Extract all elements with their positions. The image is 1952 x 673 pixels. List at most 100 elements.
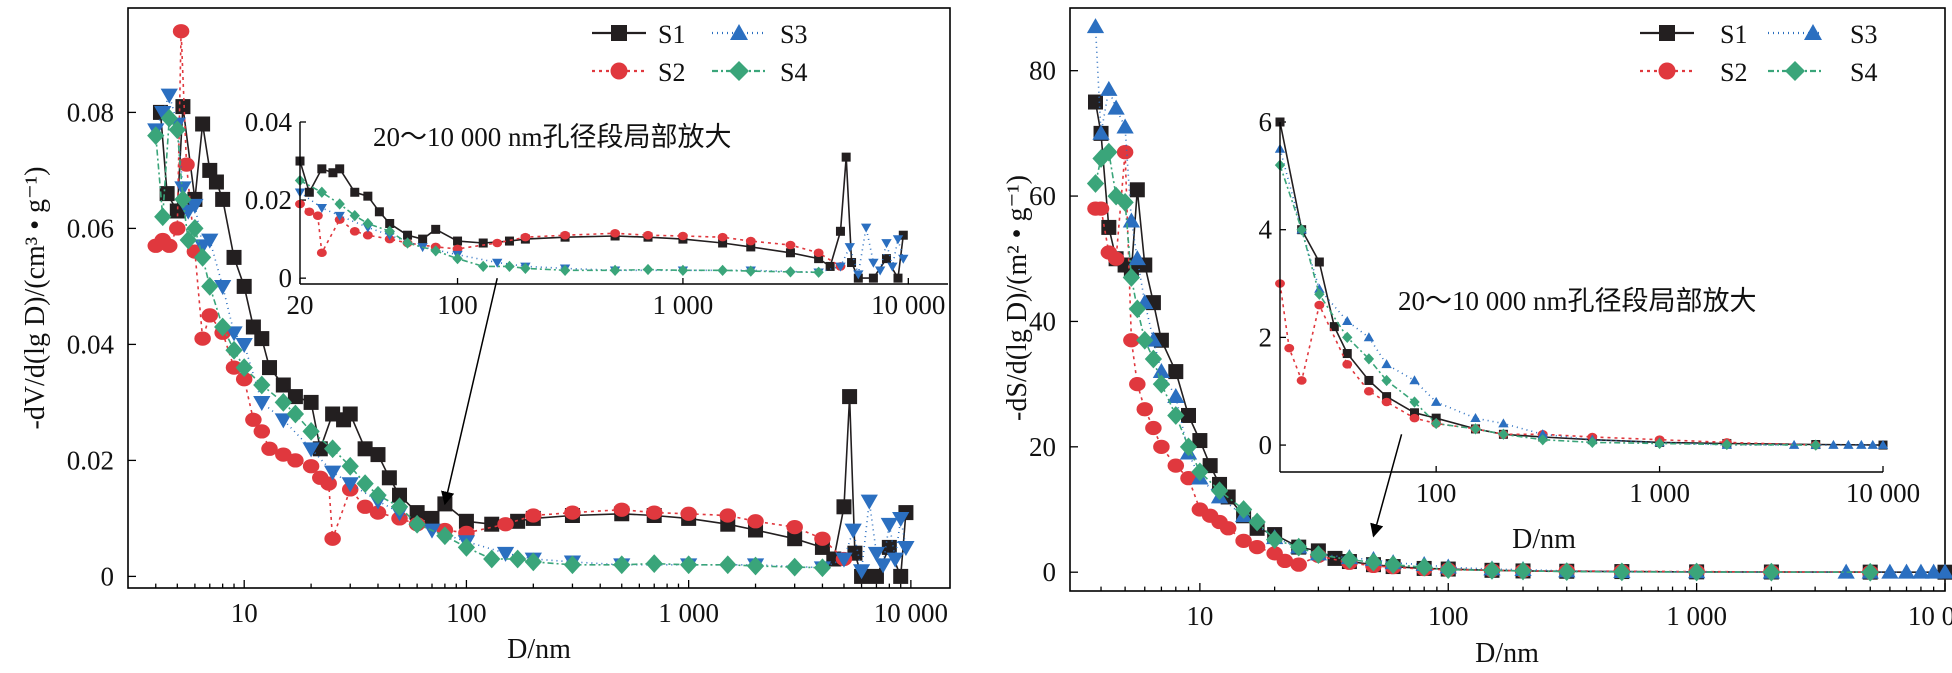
data-point-s1 xyxy=(370,447,386,463)
data-point-s4 xyxy=(1266,530,1284,549)
data-point-s4 xyxy=(1136,330,1154,350)
inset-data-point-s3 xyxy=(874,266,886,276)
data-point-s4 xyxy=(1122,268,1141,287)
data-point-s1 xyxy=(215,191,231,207)
y-tick-label: 0.04 xyxy=(245,107,293,137)
inset-data-point-s1 xyxy=(898,230,908,240)
inset-data-point-s1 xyxy=(841,152,851,162)
y-tick-label: 20 xyxy=(1029,432,1056,462)
plot-frame xyxy=(127,7,951,589)
inset-data-point-s2 xyxy=(520,232,531,242)
inset-data-point-s4 xyxy=(1342,331,1353,344)
inset-data-point-s4 xyxy=(316,186,328,198)
data-point-s4 xyxy=(408,514,426,534)
data-point-s4 xyxy=(1762,562,1781,582)
data-point-s4 xyxy=(286,404,305,424)
inset-data-point-s3 xyxy=(1314,283,1325,293)
inset-data-point-s2 xyxy=(1296,376,1307,385)
inset-data-point-s2 xyxy=(745,236,756,246)
data-point-s4 xyxy=(1309,545,1328,565)
data-point-s3 xyxy=(867,546,886,562)
data-point-s2 xyxy=(178,157,195,172)
data-point-s4 xyxy=(235,358,253,377)
inset-data-point-s3 xyxy=(881,239,892,249)
data-point-s3 xyxy=(174,181,192,197)
inset-data-point-s4 xyxy=(677,264,689,276)
data-point-s2 xyxy=(235,372,253,387)
data-point-s1 xyxy=(458,513,474,529)
inset-data-point-s1 xyxy=(746,242,756,252)
inset-data-point-s1 xyxy=(504,236,514,246)
inset-data-point-s2 xyxy=(813,248,824,258)
inset-series-group xyxy=(294,152,909,283)
inset-data-point-s4 xyxy=(1654,437,1665,450)
data-point-s2 xyxy=(169,221,186,236)
data-point-s2 xyxy=(172,24,190,39)
legend-marker-s1 xyxy=(1659,25,1675,41)
inset-data-point-s1 xyxy=(350,187,360,197)
inset-data-point-s1 xyxy=(304,187,314,197)
legend-label-s3: S3 xyxy=(1850,20,1877,49)
data-point-s4 xyxy=(1613,562,1631,582)
data-point-s2 xyxy=(369,505,387,520)
inset-data-point-s1 xyxy=(385,218,395,228)
inset-data-point-s3 xyxy=(1877,439,1889,449)
y-axis-ticks: 0 20 40 60 80 xyxy=(1029,56,1078,587)
data-point-s4 xyxy=(341,456,359,476)
data-point-s2 xyxy=(356,499,374,514)
inset-data-point-s4 xyxy=(1314,288,1325,300)
data-point-s4 xyxy=(1152,374,1171,394)
inset-x-axis-label: D/nm xyxy=(1512,524,1576,555)
y-tick-label: 0.02 xyxy=(67,445,114,475)
legend-label-s2: S2 xyxy=(658,58,685,87)
inset-data-point-s1 xyxy=(317,164,327,174)
x-tick-label: 100 xyxy=(437,290,478,320)
data-point-s3 xyxy=(852,564,871,580)
inset-data-point-s4 xyxy=(430,245,441,257)
data-point-s1 xyxy=(893,568,909,584)
data-point-s4 xyxy=(302,422,320,441)
data-point-s3 xyxy=(235,338,253,354)
inset-data-point-s1 xyxy=(374,207,384,217)
data-point-s1 xyxy=(1087,94,1103,110)
data-point-s2 xyxy=(525,508,542,523)
data-point-s1 xyxy=(409,505,425,521)
inset-data-point-s1 xyxy=(785,248,795,258)
inset-data-point-s3 xyxy=(1843,439,1854,449)
data-point-s2 xyxy=(1235,533,1252,548)
data-point-s2 xyxy=(613,502,630,517)
legend-label-s4: S4 xyxy=(1850,58,1877,87)
data-point-s1 xyxy=(175,99,191,115)
data-point-s4 xyxy=(1415,557,1433,577)
inset-data-point-s2 xyxy=(316,248,327,258)
y-tick-label: 0.08 xyxy=(67,97,114,127)
data-point-s4 xyxy=(613,555,631,575)
data-point-s4 xyxy=(524,552,542,572)
inset-data-point-s4 xyxy=(504,260,515,273)
data-point-s1 xyxy=(1327,550,1343,566)
inset-data-point-s4 xyxy=(717,264,728,276)
data-point-s1 xyxy=(1192,433,1208,449)
legend: S1 S2 S3 S4 xyxy=(592,20,807,87)
inset-data-point-s3 xyxy=(316,204,328,214)
data-point-s4 xyxy=(645,554,663,574)
inset-data-point-s1 xyxy=(881,254,891,264)
legend-marker-s2 xyxy=(610,62,628,80)
series-s4 xyxy=(147,108,832,578)
data-point-s3 xyxy=(835,552,853,568)
data-point-s4 xyxy=(813,558,832,578)
inset-data-point-s4 xyxy=(1363,353,1375,365)
data-point-s4 xyxy=(147,126,165,145)
data-point-s1 xyxy=(787,531,803,547)
legend-marker-s4 xyxy=(1785,61,1805,81)
data-point-s3 xyxy=(1092,124,1110,140)
data-point-s4 xyxy=(1248,512,1266,532)
data-point-s2 xyxy=(161,238,178,253)
legend-marker-s4 xyxy=(729,61,749,81)
x-tick-label: 100 xyxy=(446,598,487,628)
data-point-s4 xyxy=(225,340,243,360)
plot-area: 10 100 1 000 10 000 0 0.02 0.04 0.06 0.08 xyxy=(67,24,948,628)
data-point-s4 xyxy=(1116,192,1134,212)
pore-volume-chart: 10 100 1 000 10 000 00.020.040.060.08 D/nm … xyxy=(20,7,951,665)
x-tick-label: 1 000 xyxy=(1629,478,1690,508)
